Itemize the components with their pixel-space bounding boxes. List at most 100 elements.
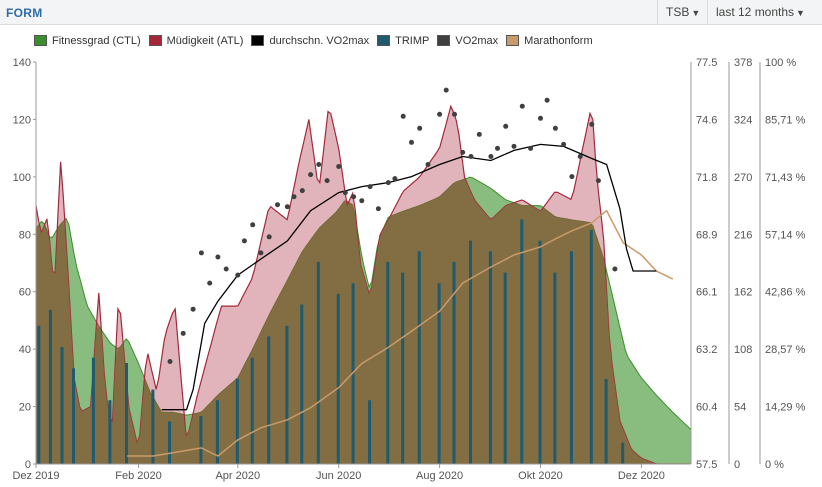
legend-item-vo2max[interactable]: VO2max (437, 35, 498, 47)
vo2max-point (488, 154, 494, 159)
vo2max-point (511, 143, 517, 149)
vo2max-point (425, 162, 431, 167)
percent-tick-label: 14,29 % (765, 402, 806, 414)
vo2max-point (359, 198, 365, 204)
vo2max-point (400, 113, 406, 119)
vo2-tick-label: 60.4 (696, 402, 717, 414)
vo2max-point (180, 330, 186, 336)
trimp-bar (538, 240, 542, 464)
vo2max-point (460, 149, 466, 155)
trimp-bar (386, 261, 390, 464)
vo2max-point (476, 131, 482, 137)
percent-tick-label: 42,86 % (765, 287, 806, 299)
vo2max-point (437, 111, 443, 117)
trimp-bar (520, 219, 524, 464)
trimp-tick-label: 108 (734, 344, 752, 356)
x-tick-label: Apr 2020 (215, 470, 260, 482)
vo2max-point (190, 306, 196, 312)
vo2max-point (342, 190, 348, 196)
trimp-bar (199, 416, 203, 464)
trimp-tick-label: 216 (734, 229, 752, 241)
vo2-tick-label: 57.5 (696, 459, 717, 471)
vo2max-point (452, 111, 457, 117)
legend-item-durchschn-vo2max[interactable]: durchschn. VO2max (251, 35, 369, 47)
trimp-tick-label: 270 (734, 172, 752, 184)
range-dropdown[interactable]: last 12 months ▼ (707, 0, 822, 25)
vo2max-point (336, 164, 342, 169)
trimp-bar (215, 400, 219, 464)
vo2max-point (351, 194, 357, 200)
vo2max-point (569, 174, 575, 180)
trimp-tick-label: 378 (734, 57, 752, 69)
range-dropdown-label: last 12 months (716, 5, 795, 19)
vo2-tick-label: 63.2 (696, 344, 717, 356)
metric-dropdown[interactable]: TSB ▼ (657, 0, 707, 25)
x-tick-label: Feb 2020 (115, 470, 161, 482)
vo2max-point (167, 359, 173, 364)
vo2max-point (291, 194, 297, 200)
trimp-bar (60, 347, 64, 464)
trimp-bar (488, 251, 492, 464)
y-tick-label: 140 (13, 57, 31, 69)
avg-vo2max-line (161, 143, 657, 411)
y-tick-label: 20 (19, 402, 31, 414)
y-tick-label: 60 (19, 287, 31, 299)
x-tick-label: Jun 2020 (316, 470, 361, 482)
legend-item-m-digkeit-atl[interactable]: Müdigkeit (ATL) (148, 35, 243, 47)
trimp-bar (336, 293, 340, 464)
vo2max-point (544, 97, 550, 103)
widget-title: FORM (6, 6, 43, 20)
legend-swatch (251, 35, 265, 47)
trimp-bar (503, 272, 507, 464)
vo2-tick-label: 77.5 (696, 57, 717, 69)
percent-tick-label: 57,14 % (765, 229, 806, 241)
metric-dropdown-label: TSB (666, 5, 690, 19)
legend-item-trimp[interactable]: TRIMP (377, 35, 429, 47)
chevron-down-icon: ▼ (796, 8, 805, 18)
legend-label: TRIMP (395, 35, 430, 48)
legend-swatch (34, 35, 47, 47)
vo2max-point (503, 123, 509, 129)
trimp-bar (417, 251, 421, 464)
vo2max-point (250, 222, 256, 228)
x-tick-label: Aug 2020 (416, 470, 463, 482)
vo2-tick-label: 71.8 (696, 172, 717, 184)
x-tick-label: Dez 2019 (12, 470, 59, 482)
x-tick-label: Okt 2020 (518, 470, 563, 482)
vo2max-point (266, 234, 272, 240)
legend-item-fitnessgrad-ctl[interactable]: Fitnessgrad (CTL) (34, 35, 141, 47)
vo2max-point (235, 272, 241, 278)
vo2max-point (495, 145, 500, 151)
vo2max-point (223, 266, 229, 272)
trimp-bar (452, 261, 456, 464)
vo2max-point (198, 250, 204, 256)
trimp-bars (37, 219, 625, 464)
legend-label: VO2max (455, 35, 499, 48)
vo2max-point (589, 121, 595, 127)
marathonform-line (127, 209, 674, 457)
percent-tick-label: 100 % (765, 57, 796, 69)
trimp-bar (125, 363, 128, 464)
legend-item-marathonform[interactable]: Marathonform (506, 35, 593, 48)
legend-label: durchschn. VO2max (269, 35, 370, 48)
trimp-bar (368, 400, 372, 464)
vo2max-point (324, 178, 330, 184)
y-tick-label: 100 (13, 172, 31, 184)
trimp-bar (168, 421, 171, 464)
chart-axes: 0 57.5 0 0 % 20 60.4 54 14,29 % 40 63.2 108 28,57 %… (12, 57, 805, 482)
trimp-bar (437, 283, 441, 464)
vo2max-point (275, 202, 280, 208)
legend-label: Marathonform (524, 35, 593, 48)
trimp-tick-label: 162 (734, 287, 752, 299)
legend-swatch (377, 35, 391, 47)
line-series (127, 143, 674, 457)
trimp-bar (401, 272, 405, 464)
trimp-bar (285, 325, 289, 464)
vo2max-point (561, 141, 567, 147)
vo2max-point (519, 103, 525, 109)
trimp-bar (569, 251, 573, 464)
chevron-down-icon: ▼ (691, 8, 701, 18)
vo2max-point (375, 206, 381, 212)
legend-swatch (506, 35, 520, 47)
